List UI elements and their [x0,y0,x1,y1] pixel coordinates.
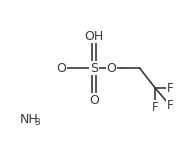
Text: OH: OH [84,30,104,43]
Text: NH: NH [19,113,38,126]
Text: F: F [152,101,158,114]
Text: S: S [90,62,98,75]
Text: 3: 3 [34,118,40,127]
Text: F: F [166,82,173,95]
Text: F: F [166,99,173,112]
Text: O: O [56,62,66,75]
Text: O: O [89,94,99,107]
Text: O: O [107,62,116,75]
